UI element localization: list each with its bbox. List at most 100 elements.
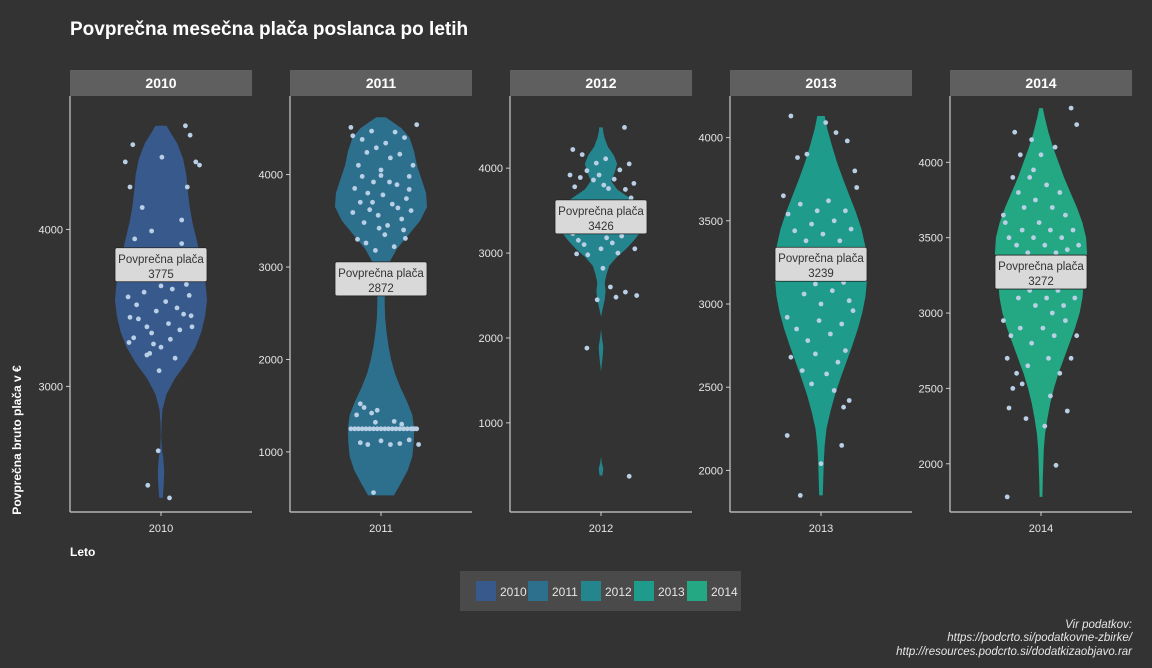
data-point-2011-15 bbox=[410, 162, 416, 168]
chart-title: Povprečna mesečna plača poslanca po leti… bbox=[70, 19, 468, 40]
legend-label-2012: 2012 bbox=[605, 585, 632, 599]
data-point-2010-15 bbox=[131, 335, 137, 341]
facet-strip-2010 bbox=[70, 70, 252, 96]
mean-label-box-2012 bbox=[554, 199, 648, 235]
y-tick-label-2013-4000: 4000 bbox=[699, 133, 723, 145]
y-tick-label-2014-3500: 3500 bbox=[919, 233, 943, 245]
data-point-2014-5 bbox=[1068, 105, 1074, 111]
mean-label-box-2014 bbox=[994, 254, 1088, 290]
data-point-2011-59 bbox=[401, 426, 406, 432]
violin-2012 bbox=[555, 127, 647, 476]
data-point-2010-7 bbox=[179, 217, 185, 223]
data-point-2010-4 bbox=[139, 205, 145, 210]
y-tick-label-2010-4000: 4000 bbox=[39, 224, 63, 236]
data-point-2012-37 bbox=[574, 251, 579, 257]
data-point-2013-52 bbox=[852, 168, 858, 174]
data-point-2011-5 bbox=[369, 128, 374, 134]
x-tick-label-2011: 2011 bbox=[369, 523, 393, 535]
data-point-2011-33 bbox=[391, 244, 397, 250]
data-point-2014-10 bbox=[1027, 175, 1033, 180]
legend-key-2014 bbox=[687, 581, 707, 601]
mean-label-value-2012: 3426 bbox=[588, 221, 614, 233]
data-point-2012-30 bbox=[576, 237, 581, 243]
mean-label-box-2010 bbox=[114, 247, 208, 283]
panel-2010: 2010 3000 4000 2010 Povprečna plača 3775 bbox=[39, 70, 252, 535]
data-point-2013-16 bbox=[837, 238, 843, 244]
data-point-2010-12 bbox=[183, 123, 188, 129]
data-point-2012-3 bbox=[603, 156, 609, 162]
legend-label-2013: 2013 bbox=[658, 585, 685, 599]
mean-label-value-2014: 3272 bbox=[1028, 276, 1054, 288]
data-point-2014-2 bbox=[1029, 137, 1034, 143]
data-point-2012-32 bbox=[598, 246, 604, 252]
data-point-2014-65 bbox=[1004, 494, 1010, 500]
data-point-2011-17 bbox=[357, 199, 363, 205]
data-point-2011-71 bbox=[365, 442, 371, 447]
data-point-2010-46 bbox=[155, 448, 161, 454]
data-point-2010-11 bbox=[187, 132, 193, 138]
data-point-2010-20 bbox=[144, 324, 150, 330]
data-point-2011-73 bbox=[388, 442, 393, 447]
data-point-2011-7 bbox=[378, 167, 384, 173]
data-point-2011-76 bbox=[373, 419, 378, 425]
data-point-2011-44 bbox=[376, 225, 382, 231]
data-point-2011-2 bbox=[356, 162, 361, 168]
data-point-2014-3 bbox=[1038, 152, 1044, 158]
data-point-2014-51 bbox=[1004, 355, 1010, 361]
data-point-2013-17 bbox=[843, 208, 848, 214]
data-point-2012-48 bbox=[600, 265, 606, 271]
data-point-2011-58 bbox=[397, 426, 403, 432]
data-point-2014-62 bbox=[1042, 423, 1048, 429]
x-tick-label-2013: 2013 bbox=[809, 523, 833, 535]
data-point-2011-22 bbox=[380, 192, 386, 198]
data-point-2011-41 bbox=[387, 179, 392, 185]
data-point-2012-2 bbox=[593, 160, 599, 166]
data-point-2010-14 bbox=[127, 314, 133, 320]
data-point-2011-75 bbox=[406, 437, 412, 443]
legend-key-2010 bbox=[476, 581, 496, 601]
data-point-2012-14 bbox=[611, 176, 617, 182]
data-point-2011-65 bbox=[354, 412, 359, 418]
data-point-2012-11 bbox=[596, 172, 602, 178]
data-point-2014-18 bbox=[1014, 242, 1019, 248]
data-point-2010-32 bbox=[189, 324, 195, 330]
caption: Vir podatkov: https://podcrto.si/podatko… bbox=[896, 619, 1134, 658]
mean-label-box-2011 bbox=[334, 261, 428, 297]
data-point-2011-31 bbox=[373, 248, 378, 253]
data-point-2012-34 bbox=[609, 240, 615, 246]
data-point-2014-6 bbox=[1074, 122, 1080, 127]
data-point-2012-13 bbox=[606, 186, 611, 191]
data-point-2012-42 bbox=[613, 294, 619, 300]
data-point-2012-5 bbox=[622, 125, 627, 130]
data-point-2010-3 bbox=[132, 236, 138, 242]
data-point-2014-9 bbox=[1021, 205, 1027, 210]
panel-2011: 2011 1000 2000 3000 4000 2011 Povprečna plača 2… bbox=[259, 70, 472, 535]
data-point-2010-49 bbox=[188, 313, 194, 319]
data-point-2013-34 bbox=[816, 318, 822, 323]
data-point-2014-49 bbox=[1063, 318, 1068, 323]
mean-label-value-2013: 3239 bbox=[808, 268, 834, 280]
x-axis-title: Leto bbox=[70, 545, 95, 559]
data-point-2010-8 bbox=[184, 184, 190, 190]
data-point-2014-57 bbox=[1010, 386, 1016, 391]
data-point-2013-1 bbox=[795, 155, 800, 161]
data-point-2010-26 bbox=[169, 286, 175, 292]
data-point-2010-9 bbox=[193, 159, 199, 165]
data-point-2012-47 bbox=[626, 473, 632, 479]
data-point-2013-13 bbox=[820, 231, 826, 237]
data-point-2011-80 bbox=[416, 442, 421, 447]
data-point-2011-77 bbox=[399, 421, 405, 427]
data-point-2014-47 bbox=[1040, 325, 1046, 331]
data-point-2013-42 bbox=[835, 359, 841, 365]
data-point-2012-31 bbox=[581, 242, 587, 248]
data-point-2011-27 bbox=[404, 196, 409, 202]
data-point-2011-40 bbox=[370, 199, 375, 205]
data-point-2013-12 bbox=[814, 208, 820, 214]
data-point-2014-15 bbox=[1063, 212, 1068, 218]
data-point-2011-26 bbox=[399, 216, 405, 222]
data-point-2013-31 bbox=[784, 314, 790, 320]
data-point-2012-38 bbox=[585, 252, 591, 258]
data-point-2010-16 bbox=[126, 340, 132, 345]
mean-label-title-2012: Povprečna plača bbox=[558, 206, 644, 218]
